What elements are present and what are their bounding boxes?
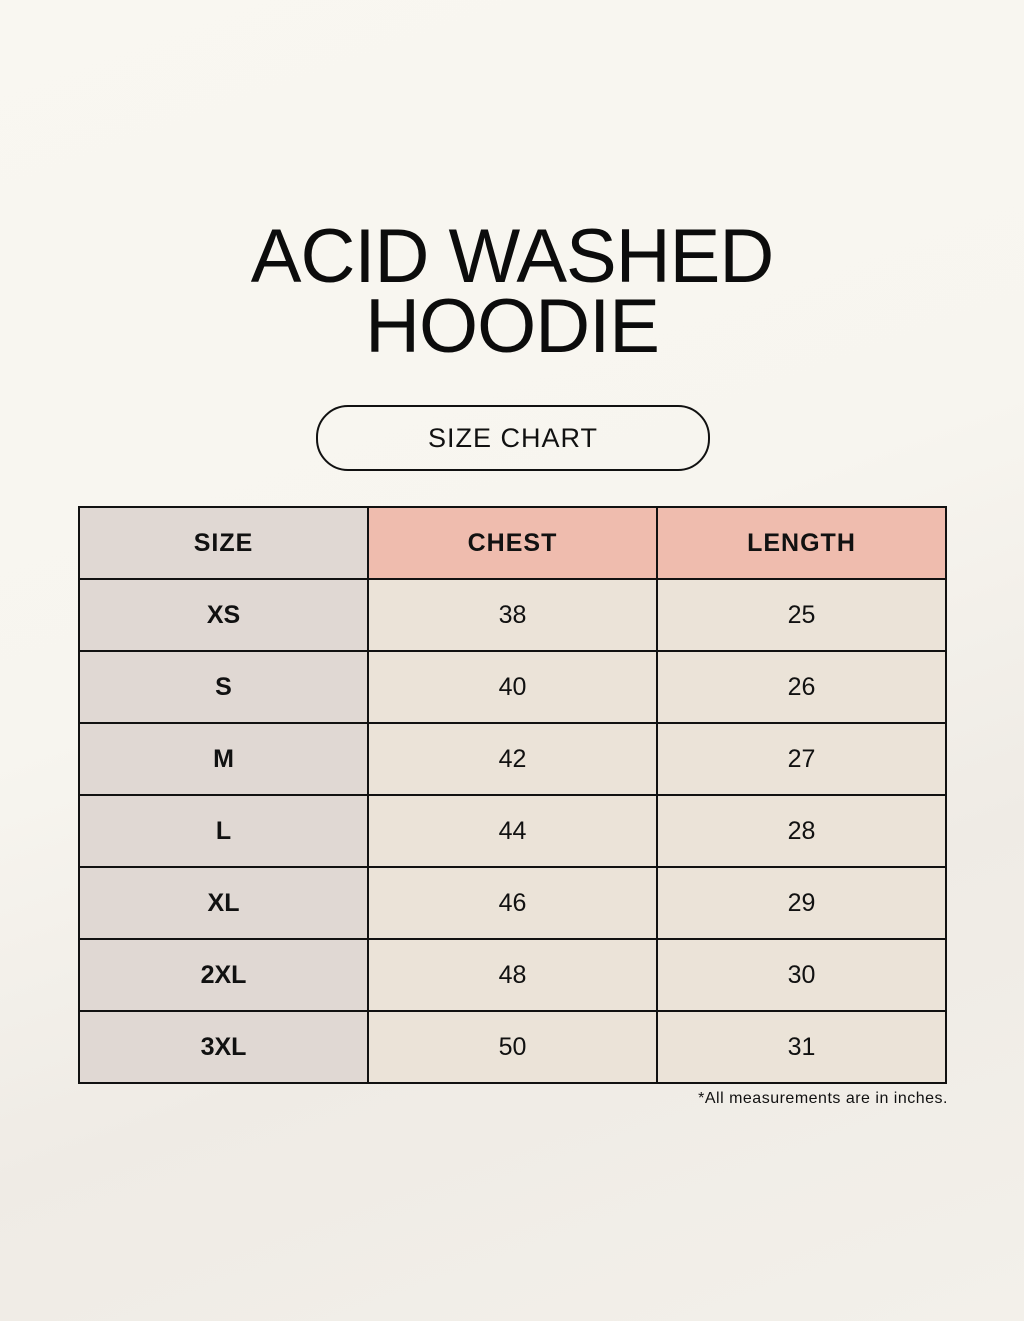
table-row: 3XL 50 31: [78, 1010, 947, 1084]
header-size: SIZE: [78, 506, 369, 580]
cell-length: 30: [656, 938, 947, 1012]
cell-chest: 48: [367, 938, 658, 1012]
cell-chest: 50: [367, 1010, 658, 1084]
cell-size: S: [78, 650, 369, 724]
cell-chest: 38: [367, 578, 658, 652]
table-row: S 40 26: [78, 650, 947, 724]
table-row: XL 46 29: [78, 866, 947, 940]
cell-size: XS: [78, 578, 369, 652]
size-chart-label: SIZE CHART: [316, 405, 710, 471]
cell-length: 31: [656, 1010, 947, 1084]
cell-size: 2XL: [78, 938, 369, 1012]
cell-size: L: [78, 794, 369, 868]
title-line-1: ACID WASHED: [250, 214, 774, 299]
cell-size: XL: [78, 866, 369, 940]
header-length: LENGTH: [656, 506, 947, 580]
table-row: XS 38 25: [78, 578, 947, 652]
header-chest: CHEST: [367, 506, 658, 580]
cell-length: 29: [656, 866, 947, 940]
cell-size: 3XL: [78, 1010, 369, 1084]
cell-length: 27: [656, 722, 947, 796]
cell-length: 28: [656, 794, 947, 868]
cell-chest: 44: [367, 794, 658, 868]
cell-chest: 46: [367, 866, 658, 940]
cell-length: 26: [656, 650, 947, 724]
table-row: 2XL 48 30: [78, 938, 947, 1012]
cell-chest: 40: [367, 650, 658, 724]
table-row: M 42 27: [78, 722, 947, 796]
cell-chest: 42: [367, 722, 658, 796]
page-title: ACID WASHED HOODIE: [0, 214, 1024, 369]
size-table: SIZE CHEST LENGTH XS 38 25 S 40 26 M 42 27 L 44 28 X…: [78, 506, 947, 1084]
table-row: L 44 28: [78, 794, 947, 868]
title-line-2: HOODIE: [365, 284, 660, 369]
cell-length: 25: [656, 578, 947, 652]
header-row: SIZE CHEST LENGTH: [78, 506, 947, 580]
cell-size: M: [78, 722, 369, 796]
measurement-note: *All measurements are in inches.: [698, 1090, 948, 1107]
